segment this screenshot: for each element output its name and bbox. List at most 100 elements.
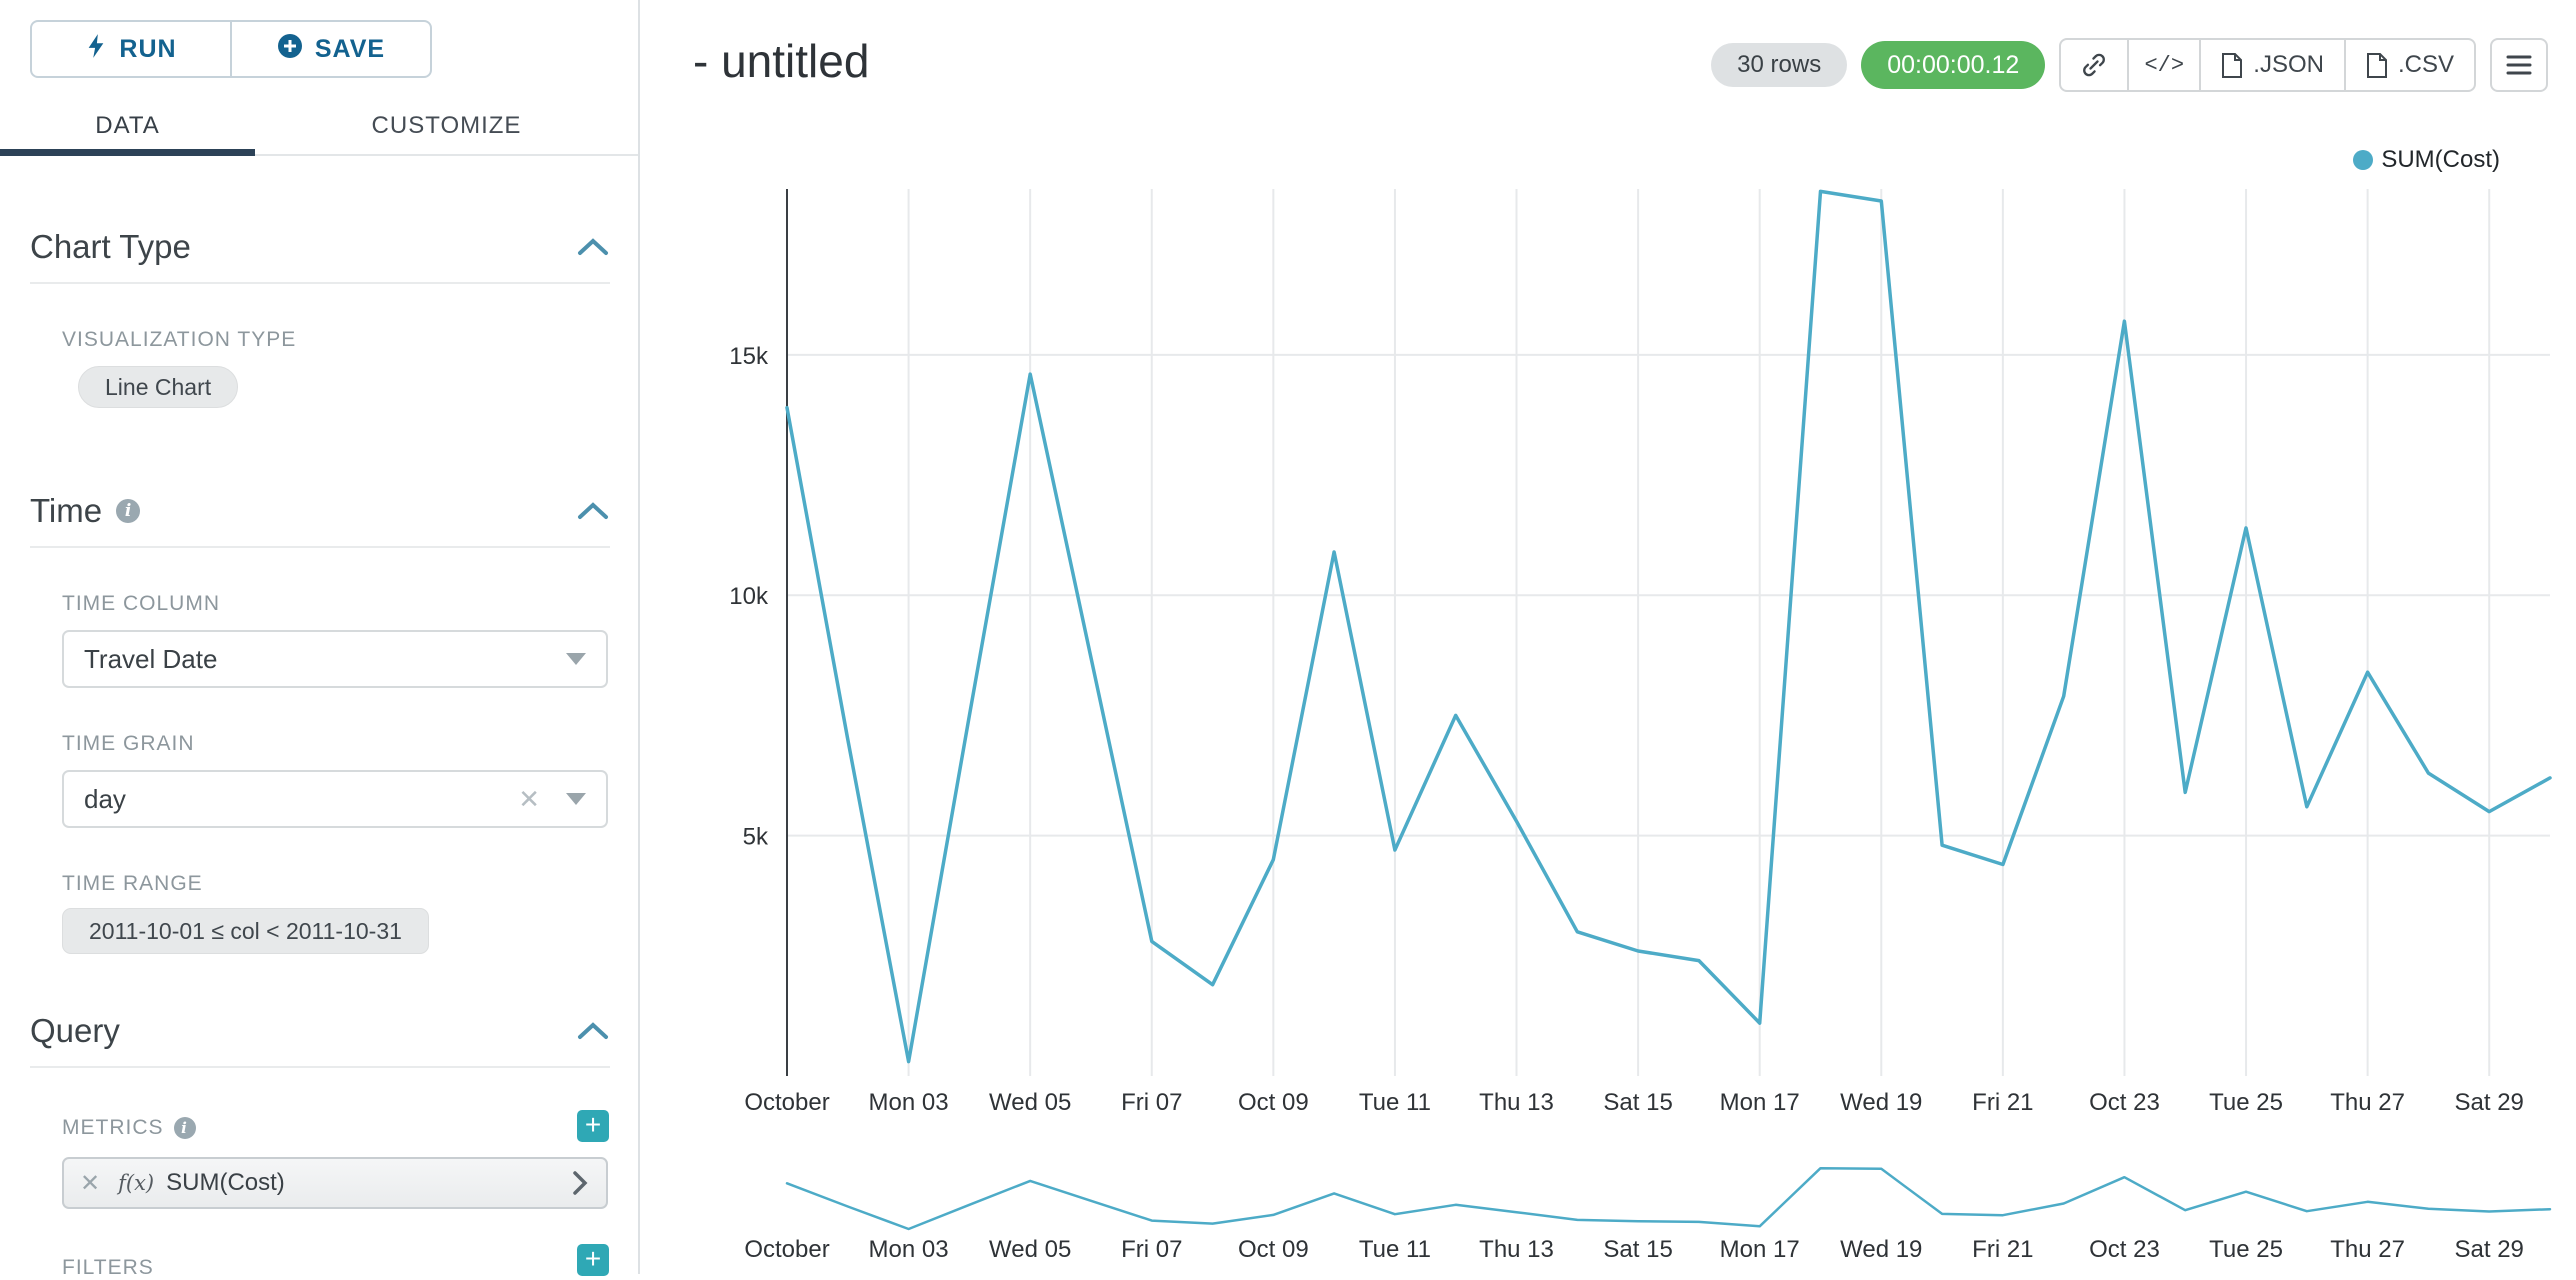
run-button[interactable]: RUN: [32, 22, 232, 76]
svg-text:Mon 17: Mon 17: [1720, 1236, 1800, 1263]
svg-text:Tue 25: Tue 25: [2209, 1089, 2283, 1116]
legend-label: SUM(Cost): [2381, 146, 2500, 173]
svg-text:Oct 09: Oct 09: [1238, 1236, 1309, 1263]
export-csv-button[interactable]: .CSV: [2343, 38, 2476, 92]
svg-text:Thu 13: Thu 13: [1479, 1236, 1554, 1263]
chevron-up-icon[interactable]: [576, 236, 610, 258]
tab-data[interactable]: DATA: [0, 98, 255, 156]
svg-text:Wed 19: Wed 19: [1840, 1236, 1922, 1263]
metrics-label: METRICS i: [62, 1116, 196, 1140]
chevron-up-icon[interactable]: [576, 1020, 610, 1042]
svg-text:Mon 03: Mon 03: [869, 1236, 949, 1263]
svg-text:10k: 10k: [729, 583, 769, 610]
metric-item[interactable]: ✕ f(x) SUM(Cost): [62, 1157, 608, 1209]
save-button-label: SAVE: [314, 34, 386, 63]
chevron-right-icon: [573, 1171, 588, 1195]
info-icon: i: [173, 1117, 196, 1139]
run-button-label: RUN: [119, 34, 177, 63]
hamburger-icon: [2506, 55, 2532, 75]
document-icon: [2222, 52, 2243, 78]
svg-text:Sat 15: Sat 15: [1603, 1089, 1672, 1116]
svg-text:Sat 15: Sat 15: [1603, 1236, 1672, 1263]
svg-text:Fri 21: Fri 21: [1972, 1236, 2033, 1263]
svg-text:Thu 27: Thu 27: [2330, 1089, 2405, 1116]
svg-text:Mon 17: Mon 17: [1720, 1089, 1800, 1116]
range-brush-chart[interactable]: October Mon 03 Wed 05 Fri 07 Oct 09 Tue 11 Thu…: [642, 1150, 2576, 1274]
time-column-select[interactable]: Travel Date: [62, 630, 608, 688]
svg-text:Oct 23: Oct 23: [2089, 1089, 2160, 1116]
svg-text:Wed 05: Wed 05: [989, 1089, 1071, 1116]
time-column-label: TIME COLUMN: [62, 592, 220, 615]
plus-circle-icon: [277, 33, 303, 66]
time-range-label: TIME RANGE: [62, 872, 203, 895]
share-link-button[interactable]: [2059, 38, 2130, 92]
svg-text:Fri 07: Fri 07: [1121, 1089, 1182, 1116]
time-grain-label: TIME GRAIN: [62, 732, 195, 755]
row-count-badge: 30 rows: [1711, 43, 1848, 87]
run-save-button-group: RUN SAVE: [30, 20, 432, 78]
export-json-button[interactable]: .JSON: [2199, 38, 2346, 92]
svg-text:Thu 27: Thu 27: [2330, 1236, 2405, 1263]
svg-text:Tue 11: Tue 11: [1359, 1236, 1431, 1263]
chart-container: - untitled 30 rows 00:00:00.12 </> .JSON: [642, 0, 2576, 1274]
chevron-up-icon[interactable]: [576, 500, 610, 522]
svg-text:15k: 15k: [729, 343, 769, 370]
embed-code-button[interactable]: </>: [2127, 38, 2202, 92]
caret-down-icon: [566, 793, 586, 805]
time-column-value: Travel Date: [84, 643, 218, 674]
page-title: - untitled: [693, 35, 870, 87]
explore-control-panel: RUN SAVE DATA CUSTOMIZE Chart Type VISUA…: [0, 0, 640, 1279]
export-csv-label: .CSV: [2397, 51, 2454, 78]
svg-text:Sat 29: Sat 29: [2455, 1236, 2524, 1263]
document-icon: [2366, 52, 2387, 78]
add-metric-button[interactable]: +: [577, 1110, 609, 1142]
svg-text:Sat 29: Sat 29: [2455, 1089, 2524, 1116]
svg-text:October: October: [744, 1089, 829, 1116]
svg-text:Mon 03: Mon 03: [869, 1089, 949, 1116]
svg-text:Fri 21: Fri 21: [1972, 1089, 2033, 1116]
add-filter-button[interactable]: +: [577, 1244, 609, 1276]
svg-text:Thu 13: Thu 13: [1479, 1089, 1554, 1116]
tab-customize[interactable]: CUSTOMIZE: [371, 112, 522, 139]
chart-legend[interactable]: SUM(Cost): [2353, 146, 2500, 174]
link-icon: [2083, 53, 2106, 77]
svg-text:Tue 25: Tue 25: [2209, 1236, 2283, 1263]
svg-text:Oct 23: Oct 23: [2089, 1236, 2160, 1263]
svg-text:Wed 05: Wed 05: [989, 1236, 1071, 1263]
export-json-label: .JSON: [2253, 51, 2324, 78]
legend-dot: [2353, 150, 2374, 170]
section-time-header: Time i: [30, 492, 610, 548]
code-icon: </>: [2144, 52, 2185, 78]
svg-text:Tue 11: Tue 11: [1359, 1089, 1431, 1116]
section-chart-type-title: Chart Type: [30, 228, 191, 265]
caret-down-icon: [566, 653, 586, 665]
time-grain-value: day: [84, 783, 126, 814]
save-button[interactable]: SAVE: [232, 22, 430, 76]
section-query-header: Query: [30, 1012, 610, 1068]
fx-icon: f(x): [118, 1171, 155, 1195]
section-time-title: Time: [30, 492, 103, 529]
svg-text:Oct 09: Oct 09: [1238, 1089, 1309, 1116]
svg-text:Fri 07: Fri 07: [1121, 1236, 1182, 1263]
svg-text:Wed 19: Wed 19: [1840, 1089, 1922, 1116]
header-controls: 30 rows 00:00:00.12 </> .JSON .: [1711, 38, 2548, 92]
section-query-title: Query: [30, 1012, 120, 1049]
viz-type-pill[interactable]: Line Chart: [78, 366, 239, 408]
metric-name: SUM(Cost): [166, 1169, 285, 1196]
panel-tabs: DATA CUSTOMIZE: [0, 98, 638, 156]
lightning-bolt-icon: [85, 32, 107, 67]
svg-text:5k: 5k: [743, 824, 769, 851]
main-line-chart: 5k 10k 15k October Mon 03 Wed 05 Fri 07 Oct 09 T…: [729, 189, 2552, 1116]
section-chart-type-header: Chart Type: [30, 228, 610, 284]
viz-type-label: VISUALIZATION TYPE: [62, 328, 297, 351]
filters-label: FILTERS: [62, 1256, 154, 1279]
svg-text:October: October: [744, 1236, 829, 1263]
remove-metric-icon[interactable]: ✕: [80, 1169, 101, 1197]
time-grain-select[interactable]: day ✕: [62, 770, 608, 828]
export-button-group: </> .JSON .CSV: [2059, 38, 2476, 92]
time-range-pill[interactable]: 2011-10-01 ≤ col < 2011-10-31: [62, 908, 429, 954]
clear-icon[interactable]: ✕: [518, 783, 540, 814]
query-time-badge: 00:00:00.12: [1861, 41, 2046, 89]
info-icon: i: [116, 499, 141, 523]
menu-button[interactable]: [2490, 38, 2548, 92]
